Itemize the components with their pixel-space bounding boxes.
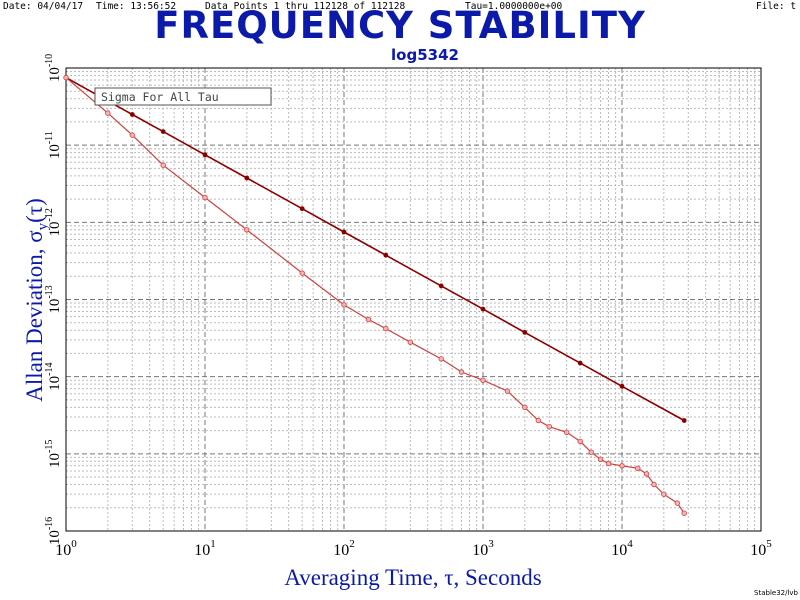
data-point (535, 417, 541, 424)
y-axis-label-sub: y (35, 222, 51, 230)
data-point (605, 460, 612, 467)
data-point (619, 383, 625, 389)
y-tick-label: 10-11 (44, 131, 63, 159)
y-axis-label-paren: (τ) (22, 198, 47, 223)
legend-box: Sigma For All Tau (94, 87, 272, 106)
svg-text:10-12: 10-12 (44, 208, 63, 236)
data-point (160, 129, 166, 135)
x-tick-label: 105 (750, 538, 772, 559)
data-point (365, 316, 372, 323)
data-point (299, 206, 305, 212)
data-point (619, 463, 625, 469)
series-layer (63, 74, 687, 516)
data-point (661, 491, 667, 497)
data-point (480, 306, 486, 312)
data-point (244, 227, 250, 233)
x-tick-label: 104 (611, 538, 633, 559)
svg-text:10-10: 10-10 (44, 54, 63, 82)
data-point (564, 429, 570, 435)
y-tick-label: 10-14 (44, 362, 63, 390)
data-point (643, 471, 650, 477)
data-point (438, 356, 444, 362)
y-axis-label: Allan Deviation, σy(τ) (22, 198, 51, 402)
data-point (546, 424, 552, 430)
data-point (681, 510, 687, 516)
data-point (202, 152, 208, 158)
y-tick-label: 10-12 (44, 208, 63, 236)
data-point (597, 456, 604, 462)
y-tick-labels: 10-10 10-11 10-12 10-13 10-14 10-15 10-16 (44, 54, 63, 545)
data-point (299, 270, 305, 276)
y-tick-label: 10-15 (44, 440, 63, 468)
y-tick-label: 10-16 (44, 517, 63, 545)
footer-credit: Stable32/lvb (754, 589, 798, 597)
x-tick-labels: 100 101 102 103 104 105 (55, 538, 772, 559)
data-point (480, 377, 486, 383)
data-point (129, 132, 135, 138)
x-tick-label: 100 (55, 538, 77, 559)
y-tick-label: 10-13 (44, 285, 63, 313)
data-point (438, 283, 444, 289)
data-point (522, 329, 528, 335)
svg-text:10-11: 10-11 (44, 131, 63, 159)
data-point (651, 481, 657, 488)
data-point (341, 229, 347, 235)
data-point (674, 500, 680, 506)
data-point (341, 302, 347, 308)
data-point (129, 112, 135, 117)
header-time: Time: 13:56:52 (96, 1, 177, 12)
header-tau: Tau=1.0000000e+00 (465, 1, 563, 12)
data-point (681, 418, 687, 423)
data-point (63, 74, 69, 81)
header-data-points: Data Points 1 thru 112128 of 112128 (205, 1, 406, 12)
data-point (160, 162, 166, 168)
header-file: File: t (756, 1, 797, 12)
svg-text:10-14: 10-14 (44, 362, 63, 390)
data-point (383, 252, 389, 258)
data-point (522, 404, 528, 411)
y-axis-label-main: Allan Deviation, σ (22, 230, 47, 402)
plot-frame (65, 67, 762, 532)
data-point (202, 194, 208, 201)
x-tick-label: 102 (333, 538, 355, 559)
x-tick-label: 101 (194, 538, 216, 559)
x-tick-label: 103 (472, 538, 494, 559)
svg-text:10-13: 10-13 (44, 285, 63, 313)
y-tick-label: 10-10 (44, 54, 63, 82)
data-point (383, 325, 389, 332)
data-point (105, 110, 111, 116)
data-point (504, 388, 511, 394)
chart-subtitle: log5342 (391, 46, 459, 64)
svg-text:10-15: 10-15 (44, 440, 63, 468)
svg-text:10-16: 10-16 (44, 517, 63, 545)
chart-title: FREQUENCY STABILITY (154, 4, 646, 47)
svg-text:Allan Deviation, σy(τ): Allan Deviation, σy(τ) (22, 198, 51, 402)
header-date: Date: 04/04/17 (3, 1, 84, 12)
series-line-2 (65, 77, 685, 514)
data-point (635, 465, 641, 471)
data-point (407, 339, 413, 345)
legend-label: Sigma For All Tau (101, 90, 219, 104)
data-point (577, 360, 583, 366)
x-axis-label: Averaging Time, τ, Seconds (284, 565, 541, 590)
data-point (577, 438, 583, 445)
grid (66, 68, 761, 531)
data-point (244, 175, 250, 181)
data-point (458, 369, 465, 375)
data-point (588, 449, 594, 455)
